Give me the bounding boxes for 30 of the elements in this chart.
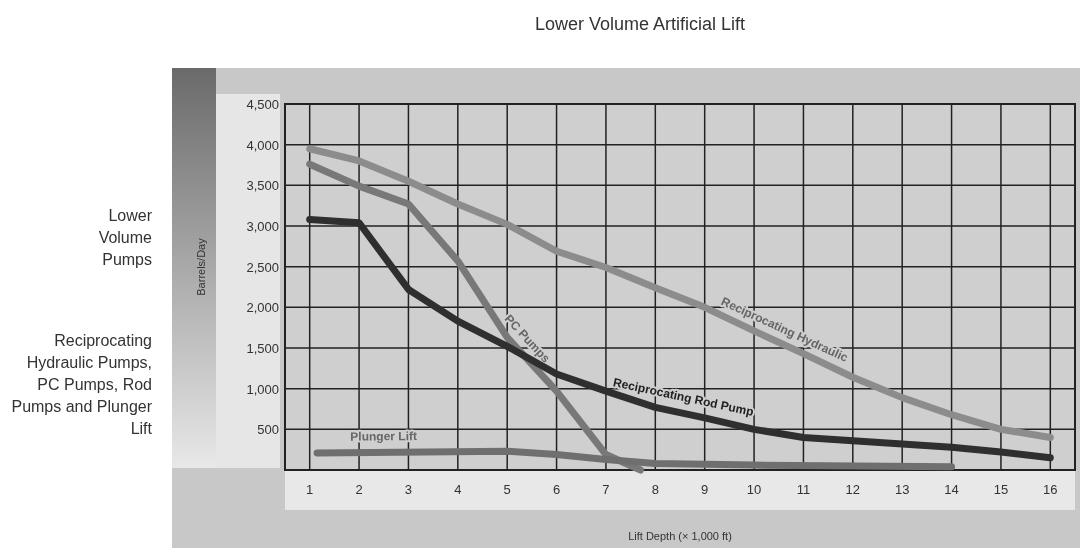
x-tick-label: 12 [845, 482, 861, 497]
x-tick-label: 5 [503, 482, 511, 497]
y-tick-label: 500 [257, 422, 279, 438]
x-tick-label: 15 [993, 482, 1009, 497]
text: Reciprocating Hydraulic Pumps, PC Pumps, Rod Pumps and Plunger Lift [10, 331, 152, 439]
x-axis-title: Lift Depth (× 1,000 ft) [628, 530, 732, 542]
x-tick-label: 2 [355, 482, 363, 497]
y-tick-label: 3,500 [246, 178, 279, 194]
x-tick-label: 13 [894, 482, 910, 497]
y-tick-label: 2,000 [246, 300, 279, 316]
x-tick-label: 4 [454, 482, 462, 497]
text: Lower Volume Pumps [97, 206, 152, 270]
x-tick-label: 6 [552, 482, 561, 497]
y-axis-title: Barrels/Day [195, 237, 207, 296]
y-tick-label: 2,500 [246, 259, 279, 275]
x-tick-label: 10 [746, 482, 762, 497]
x-tick-label: 14 [944, 482, 959, 497]
x-tick-label: 8 [651, 482, 659, 497]
y-tick-label: 4,000 [246, 137, 279, 153]
x-tick-label: 9 [701, 482, 709, 497]
x-tick-label: 16 [1043, 482, 1058, 497]
x-tick-label: 7 [602, 482, 610, 497]
x-tick-label: 3 [404, 482, 413, 497]
y-tick-label: 1,500 [246, 341, 279, 356]
y-tick-label: 1,000 [246, 381, 279, 397]
y-tick-label: 3,000 [246, 219, 279, 234]
x-tick-label: 11 [796, 482, 811, 497]
y-tick-label: 4,500 [246, 97, 279, 112]
x-tick-label: 1 [306, 482, 314, 497]
chart-title: Lower Volume Artificial Lift [534, 14, 746, 34]
